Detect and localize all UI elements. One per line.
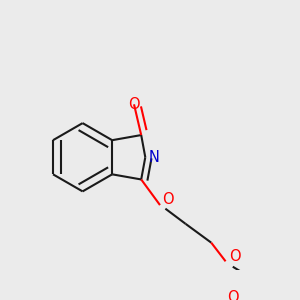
Text: O: O (228, 290, 239, 300)
Text: N: N (149, 150, 160, 165)
Text: O: O (162, 192, 173, 207)
Text: O: O (229, 249, 241, 264)
Text: O: O (128, 97, 140, 112)
